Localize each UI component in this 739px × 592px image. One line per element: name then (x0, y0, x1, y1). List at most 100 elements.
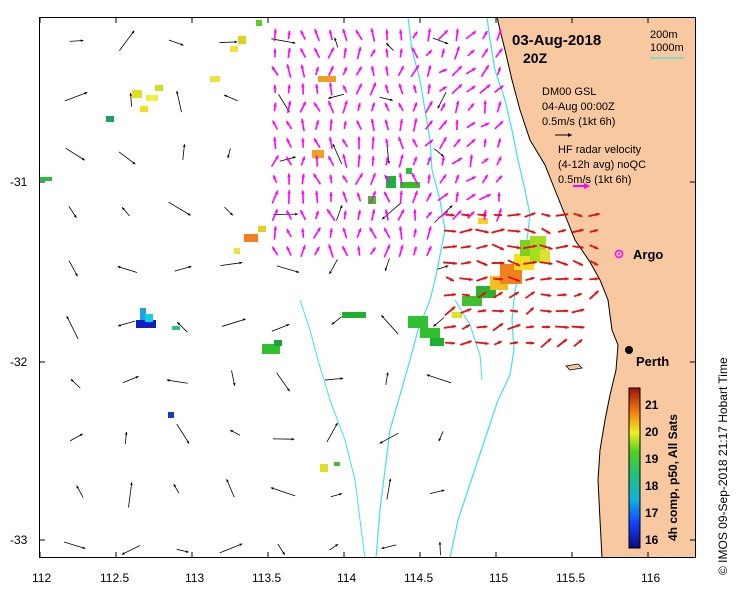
wind-arrow-head (182, 144, 186, 148)
wind-arrow-head (185, 550, 189, 553)
glider-arrow-head (441, 48, 445, 53)
wind-arrow (168, 201, 191, 216)
glider-arrow-head (370, 28, 374, 33)
glider-arrow-head (272, 120, 276, 125)
wind-arrow-head (239, 543, 243, 546)
radar-arrow-head (467, 340, 472, 344)
radar-arrow-head (500, 261, 505, 265)
glider-arrow-head (357, 136, 361, 141)
radar-arrow-head (580, 308, 585, 313)
glider-arrow-head (287, 190, 291, 194)
glider-arrow-head (497, 67, 501, 72)
radar-arrow-head (515, 278, 520, 282)
radar-legend-title: HF radar velocity (558, 144, 642, 156)
glider-arrow-head (428, 192, 432, 197)
glider-arrow-head (329, 228, 333, 233)
wind-arrow-head (177, 322, 181, 325)
sst-patches (40, 20, 550, 472)
x-tick-label: 115.5 (556, 571, 586, 585)
glider-arrow-head (302, 101, 306, 106)
radar-arrow-head (563, 293, 567, 297)
glider-arrow-head (427, 211, 432, 216)
glider-arrow-head (429, 101, 433, 106)
wind-arrow-head (282, 551, 285, 555)
radar-arrow-head (594, 229, 599, 233)
glider-arrow-head (470, 50, 475, 54)
glider-arrow-head (343, 47, 347, 52)
glider-arrow-head (315, 66, 319, 71)
radar-arrow-head (497, 341, 502, 345)
wind-arrow (68, 260, 78, 277)
wind-arrow-head (186, 440, 190, 444)
glider-arrow-head (357, 228, 362, 233)
glider-arrow-head (441, 156, 445, 161)
glider-arrow-head (328, 137, 333, 142)
glider-arrow-head (499, 85, 504, 90)
glider-arrow-head (314, 138, 318, 143)
wind-arrow-head (234, 40, 238, 44)
glider-arrow-head (328, 82, 333, 87)
glider-arrow-head (287, 84, 291, 89)
glider-arrow-head (328, 29, 333, 34)
y-tick-label: -32 (10, 355, 28, 369)
glider-arrow-head (471, 194, 476, 198)
radar-arrow-head (499, 323, 504, 327)
glider-arrow-head (328, 156, 332, 161)
glider-arrow-head (329, 192, 333, 196)
argo-marker (614, 249, 624, 259)
radar-arrow-head (450, 213, 455, 217)
wind-arrow-head (76, 485, 80, 489)
glider-arrow-head (399, 29, 403, 34)
wind-arrow-head (329, 271, 332, 275)
wind-arrow-head (226, 479, 229, 483)
radar-arrow-head (468, 277, 473, 282)
glider-arrow-head (413, 209, 417, 214)
glider-arrow-head (342, 175, 347, 180)
wind-arrow (166, 379, 188, 384)
glider-arrow-head (328, 101, 332, 106)
glider-arrow-head (342, 246, 346, 251)
radar-arrow-head (514, 341, 519, 345)
wind-arrow (386, 478, 391, 500)
radar-arrow-head (467, 308, 472, 312)
glider-arrow-head (497, 138, 501, 143)
wind-arrow (174, 265, 192, 272)
radar-arrow-head (466, 293, 470, 297)
glider-arrow-head (443, 30, 448, 35)
wind-arrow (63, 541, 86, 549)
wind-arrow (329, 259, 338, 275)
wind-arrow-head (166, 379, 170, 382)
glider-arrow-head (274, 190, 278, 195)
glider-arrow-head (400, 154, 404, 159)
glider-arrow-head (273, 84, 277, 89)
glider-arrow-head (358, 83, 362, 88)
map-frame (39, 17, 696, 558)
wind-arrow (121, 545, 141, 555)
radar-arrow-head (564, 244, 569, 249)
perth-marker (625, 346, 633, 354)
radar-arrow-head (516, 229, 521, 233)
wind-arrow-head (232, 382, 236, 386)
radar-arrow-head (467, 261, 471, 265)
glider-arrow-head (372, 173, 376, 178)
wind-arrow (66, 315, 79, 340)
wind-arrow-head (437, 105, 441, 109)
glider-arrow-head (455, 174, 459, 179)
glider-arrow-head (497, 156, 502, 161)
glider-arrow-head (342, 29, 346, 34)
glider-arrow-head (498, 175, 502, 180)
glider-arrow-head (371, 102, 375, 107)
wind-arrow (336, 204, 343, 221)
wind-arrow-head (129, 92, 133, 96)
depth-legend-deep: 1000m (650, 42, 684, 54)
wind-arrow (379, 432, 399, 444)
glider-arrow-head (316, 246, 320, 251)
glider-arrow-head (300, 48, 304, 53)
glider-arrow-head (483, 210, 487, 214)
radar-arrow-head (579, 228, 584, 233)
wind-arrow (326, 422, 338, 443)
radar-arrow-head (561, 229, 566, 233)
glider-arrow-head (398, 226, 403, 231)
wind-arrows (63, 30, 453, 556)
glider-arrow-head (315, 84, 319, 88)
